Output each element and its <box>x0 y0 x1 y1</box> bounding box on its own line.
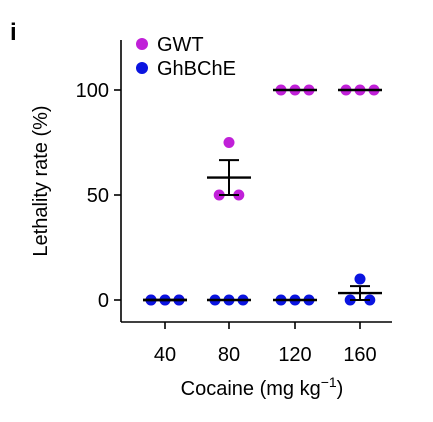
data-point <box>223 137 235 148</box>
y-tick-label: 50 <box>87 185 109 207</box>
legend-label: GhBChE <box>157 58 236 80</box>
x-axis-title-superscript: −1 <box>321 374 337 390</box>
x-tick-label: 160 <box>343 344 376 366</box>
legend-marker <box>136 38 148 50</box>
x-axis-title: Cocaine (mg kg−1) <box>181 374 344 400</box>
x-axis-title-main: Cocaine (mg kg <box>181 378 321 400</box>
y-axis-title: Lethality rate (%) <box>30 105 52 256</box>
x-tick-label: 40 <box>154 344 176 366</box>
y-ticks: 0 50 100 <box>76 80 121 312</box>
x-tick-label: 80 <box>218 344 240 366</box>
y-tick-label: 0 <box>98 290 109 312</box>
data-point <box>354 273 366 285</box>
x-axis-title-close: ) <box>337 378 344 400</box>
y-tick-label: 100 <box>76 80 109 102</box>
x-tick-label: 120 <box>278 344 311 366</box>
data-marks <box>143 84 382 306</box>
axes <box>120 40 392 323</box>
legend-label: GWT <box>157 34 204 56</box>
x-ticks: 40 80 120 160 <box>154 322 377 366</box>
panel-label: i <box>10 19 17 46</box>
legend-marker <box>136 62 148 74</box>
